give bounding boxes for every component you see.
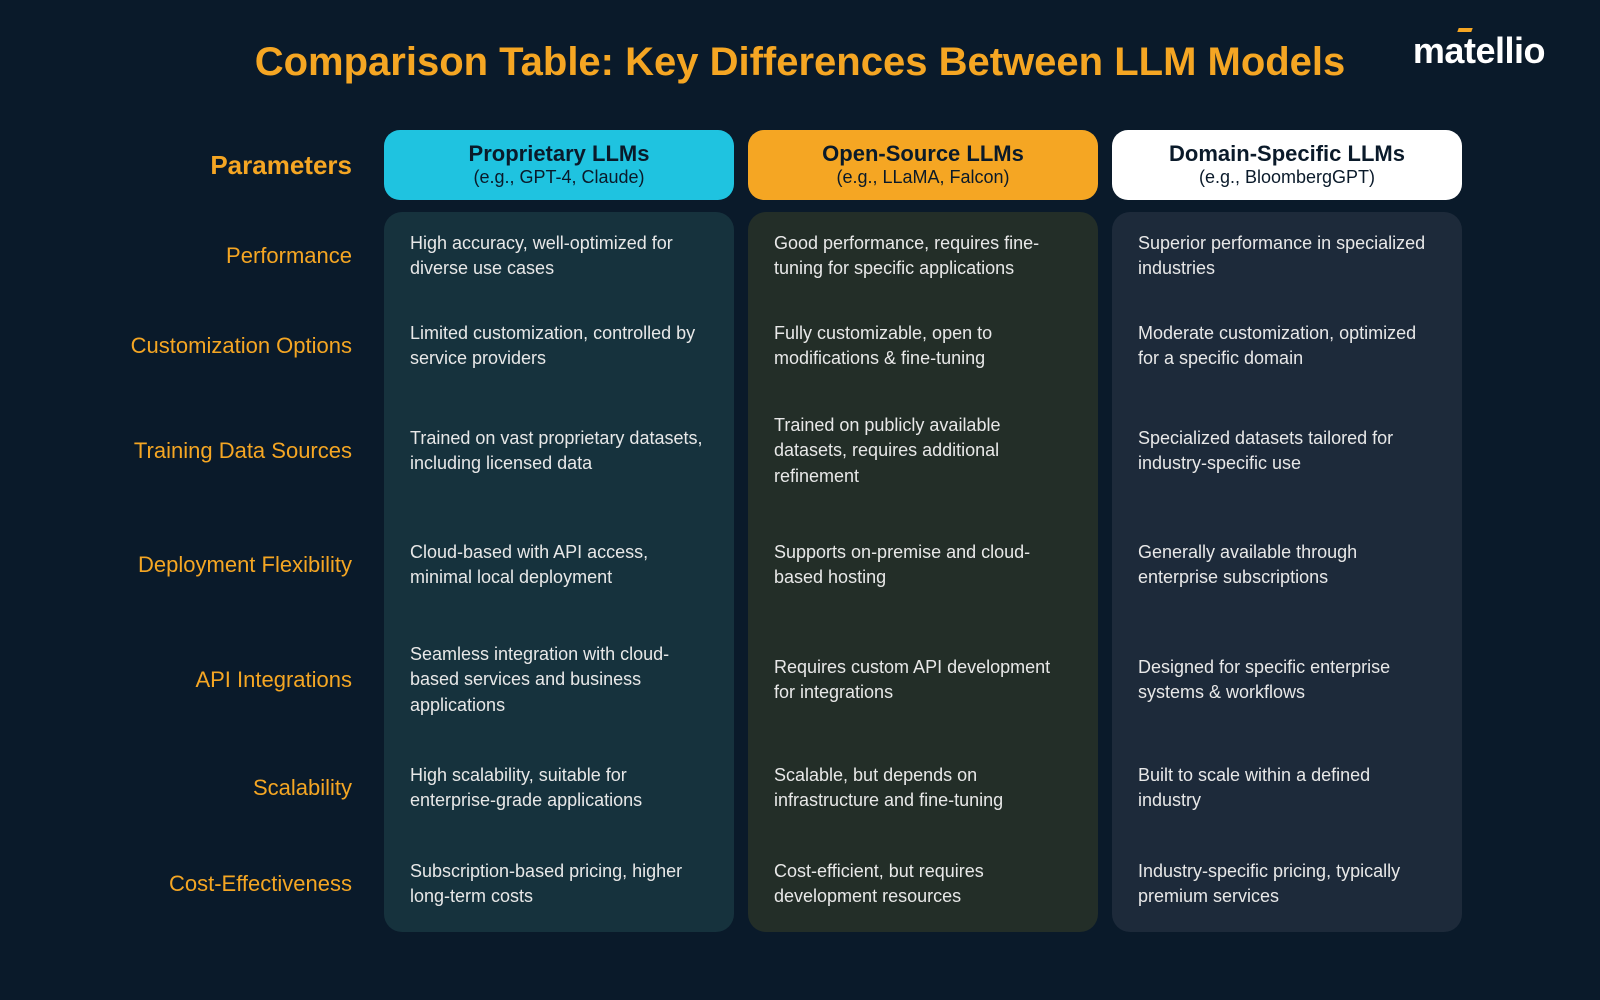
table-cell: Good performance, requires fine-tuning f… (748, 212, 1098, 300)
table-cell: Supports on-premise and cloud-based host… (748, 510, 1098, 620)
parameter-label: Scalability (110, 740, 370, 836)
column-header-domain: Domain-Specific LLMs (e.g., BloombergGPT… (1112, 130, 1462, 200)
table-cell: Superior performance in specialized indu… (1112, 212, 1462, 300)
table-cell: Trained on publicly available datasets, … (748, 392, 1098, 510)
brand-logo: matellio (1413, 30, 1545, 72)
parameters-header: Parameters (110, 130, 370, 200)
column-sub: (e.g., LLaMA, Falcon) (836, 167, 1009, 189)
column-name: Open-Source LLMs (822, 141, 1024, 167)
parameter-label: Training Data Sources (110, 392, 370, 510)
table-cell: Designed for specific enterprise systems… (1112, 620, 1462, 740)
column-name: Proprietary LLMs (469, 141, 650, 167)
comparison-table: Parameters PerformanceCustomization Opti… (0, 130, 1600, 932)
column-domain: Domain-Specific LLMs (e.g., BloombergGPT… (1112, 130, 1462, 932)
column-body-proprietary: High accuracy, well-optimized for divers… (384, 212, 734, 932)
column-sub: (e.g., BloombergGPT) (1199, 167, 1375, 189)
column-name: Domain-Specific LLMs (1169, 141, 1405, 167)
table-cell: Fully customizable, open to modification… (748, 300, 1098, 392)
table-cell: Generally available through enterprise s… (1112, 510, 1462, 620)
column-header-opensource: Open-Source LLMs (e.g., LLaMA, Falcon) (748, 130, 1098, 200)
table-cell: Built to scale within a defined industry (1112, 740, 1462, 836)
table-cell: Subscription-based pricing, higher long-… (384, 836, 734, 932)
parameter-label: Deployment Flexibility (110, 510, 370, 620)
column-body-opensource: Good performance, requires fine-tuning f… (748, 212, 1098, 932)
column-opensource: Open-Source LLMs (e.g., LLaMA, Falcon) G… (748, 130, 1098, 932)
parameter-label: Performance (110, 212, 370, 300)
table-cell: Cost-efficient, but requires development… (748, 836, 1098, 932)
table-cell: Industry-specific pricing, typically pre… (1112, 836, 1462, 932)
table-cell: Requires custom API development for inte… (748, 620, 1098, 740)
column-body-domain: Superior performance in specialized indu… (1112, 212, 1462, 932)
parameter-label: API Integrations (110, 620, 370, 740)
page-title: Comparison Table: Key Differences Betwee… (0, 0, 1600, 130)
table-cell: High scalability, suitable for enterpris… (384, 740, 734, 836)
parameter-label: Customization Options (110, 300, 370, 392)
parameter-label: Cost-Effectiveness (110, 836, 370, 932)
table-cell: Cloud-based with API access, minimal loc… (384, 510, 734, 620)
column-proprietary: Proprietary LLMs (e.g., GPT-4, Claude) H… (384, 130, 734, 932)
column-header-proprietary: Proprietary LLMs (e.g., GPT-4, Claude) (384, 130, 734, 200)
table-cell: Limited customization, controlled by ser… (384, 300, 734, 392)
table-cell: Trained on vast proprietary datasets, in… (384, 392, 734, 510)
table-cell: Specialized datasets tailored for indust… (1112, 392, 1462, 510)
table-cell: Scalable, but depends on infrastructure … (748, 740, 1098, 836)
column-sub: (e.g., GPT-4, Claude) (473, 167, 644, 189)
parameters-column: Parameters PerformanceCustomization Opti… (110, 130, 370, 932)
table-cell: High accuracy, well-optimized for divers… (384, 212, 734, 300)
table-cell: Seamless integration with cloud-based se… (384, 620, 734, 740)
table-cell: Moderate customization, optimized for a … (1112, 300, 1462, 392)
